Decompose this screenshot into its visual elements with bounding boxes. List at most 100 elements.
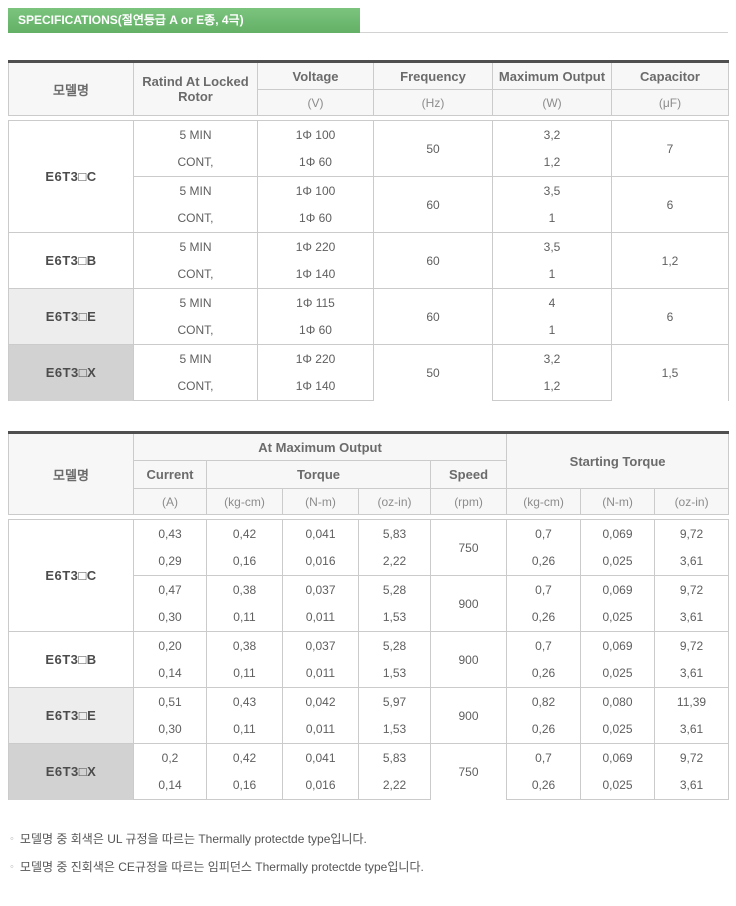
table-row: 모델명 At Maximum Output Starting Torque — [8, 432, 730, 515]
rating-cell: 5 MIN — [133, 232, 258, 261]
capacitor-cell: 1,2 — [611, 232, 729, 289]
rating-cell: CONT, — [133, 372, 258, 401]
current-cell: 0,47 — [133, 575, 207, 604]
table-row: E6T3□E 5 MIN 1Φ 115 60 4 6 — [8, 288, 729, 345]
performance-table-header: 모델명 At Maximum Output Starting Torque Cu… — [8, 431, 730, 515]
table-row: E6T3□E 0,51 0,43 0,042 5,97 900 0,82 0,0… — [8, 687, 729, 744]
footnotes: ◦ 모델명 중 회색은 UL 규정을 따르는 Thermally protect… — [8, 830, 728, 875]
table-row: (A) (kg-cm) (N-m) (oz-in) (rpm) (kg-cm) … — [9, 488, 730, 515]
torque-nm-cell: 0,011 — [282, 659, 359, 688]
col-header-speed: Speed — [429, 460, 508, 489]
current-cell: 0,20 — [133, 631, 207, 660]
voltage-cell: 1Φ 220 — [257, 232, 374, 261]
speed-cell: 750 — [430, 743, 507, 800]
st-kgcm-cell: 0,7 — [506, 519, 581, 548]
current-cell: 0,30 — [133, 715, 207, 744]
model-name-cell: E6T3□E — [8, 288, 134, 345]
table-row: CONT, 1Φ 140 1,2 — [9, 372, 729, 401]
col-header-current: Current — [133, 460, 207, 489]
st-kgcm-cell: 0,82 — [506, 687, 581, 716]
torque-kgcm-cell: 0,42 — [206, 519, 283, 548]
spec-table: 모델명 Ratind At Locked Rotor Voltage Frequ… — [8, 60, 729, 401]
torque-nm-cell: 0,016 — [282, 771, 359, 800]
frequency-cell: 60 — [373, 176, 493, 233]
st-ozin-cell: 3,61 — [654, 771, 729, 800]
rating-cell: 5 MIN — [133, 344, 258, 373]
table-row: E6T3□X 5 MIN 1Φ 220 50 3,2 1,5 — [8, 344, 729, 401]
table-row: E6T3□X 0,2 0,42 0,041 5,83 750 0,7 0,069… — [8, 743, 729, 800]
st-ozin-cell: 9,72 — [654, 631, 729, 660]
table-row: 5 MIN 1Φ 100 60 3,5 6 — [9, 176, 729, 233]
table-row: 0,30 0,11 0,011 1,53 0,26 0,025 3,61 — [9, 715, 729, 744]
col-unit-torque-nm: (N-m) — [282, 488, 359, 515]
header-body-separator — [8, 116, 728, 120]
col-unit-current: (A) — [133, 488, 207, 515]
st-ozin-cell: 9,72 — [654, 519, 729, 548]
output-cell: 1,2 — [492, 148, 612, 177]
torque-ozin-cell: 1,53 — [358, 715, 431, 744]
torque-kgcm-cell: 0,11 — [206, 659, 283, 688]
table-row: Current Torque Speed — [9, 460, 729, 489]
voltage-cell: 1Φ 140 — [257, 372, 374, 401]
footnote-line: ◦ 모델명 중 진회색은 CE규정을 따르는 임피던스 Thermally pr… — [8, 858, 728, 875]
st-nm-cell: 0,080 — [580, 687, 655, 716]
rating-cell: CONT, — [133, 204, 258, 233]
footnote-text: 모델명 중 진회색은 CE규정을 따르는 임피던스 Thermally prot… — [19, 860, 424, 874]
col-unit-capacitor: (μF) — [611, 89, 729, 116]
torque-nm-cell: 0,016 — [282, 547, 359, 576]
voltage-cell: 1Φ 60 — [257, 316, 374, 345]
col-unit-speed: (rpm) — [429, 488, 508, 515]
table-row: E6T3□C 5 MIN 1Φ 100 50 3,2 7 — [8, 120, 729, 233]
table-row: 0,29 0,16 0,016 2,22 0,26 0,025 3,61 — [9, 547, 729, 576]
torque-ozin-cell: 5,83 — [358, 743, 431, 772]
model-name-cell: E6T3□X — [8, 344, 134, 401]
model-name-cell: E6T3□E — [8, 687, 134, 744]
capacitor-cell: 7 — [611, 120, 729, 177]
output-cell: 1 — [492, 204, 612, 233]
col-header-torque: Torque — [206, 460, 431, 489]
frequency-cell: 60 — [373, 288, 493, 345]
col-unit-st-nm: (N-m) — [580, 488, 656, 515]
model-name-cell: E6T3□B — [8, 631, 134, 688]
voltage-cell: 1Φ 220 — [257, 344, 374, 373]
torque-nm-cell: 0,037 — [282, 575, 359, 604]
torque-kgcm-cell: 0,38 — [206, 575, 283, 604]
rating-cell: 5 MIN — [133, 120, 258, 149]
voltage-cell: 1Φ 115 — [257, 288, 374, 317]
table-row: 0,14 0,16 0,016 2,22 0,26 0,025 3,61 — [9, 771, 729, 800]
spec-table-body: E6T3□C 5 MIN 1Φ 100 50 3,2 7 CONT, 1Φ 60… — [8, 120, 729, 401]
frequency-cell: 60 — [373, 232, 493, 289]
torque-kgcm-cell: 0,11 — [206, 715, 283, 744]
table-row: CONT, 1Φ 60 1,2 — [9, 148, 729, 177]
st-kgcm-cell: 0,26 — [506, 771, 581, 800]
st-nm-cell: 0,025 — [580, 547, 655, 576]
torque-nm-cell: 0,037 — [282, 631, 359, 660]
st-ozin-cell: 3,61 — [654, 603, 729, 632]
performance-table-body: E6T3□C 0,43 0,42 0,041 5,83 750 0,7 0,06… — [8, 519, 729, 800]
rating-cell: CONT, — [133, 316, 258, 345]
st-nm-cell: 0,025 — [580, 771, 655, 800]
performance-table: 모델명 At Maximum Output Starting Torque Cu… — [8, 431, 730, 800]
title-row: SPECIFICATIONS(절연등급 A or E종, 4극) — [8, 8, 728, 33]
col-unit-torque-kgcm: (kg-cm) — [206, 488, 283, 515]
footnote-text: 모델명 중 회색은 UL 규정을 따르는 Thermally protectde… — [19, 832, 367, 846]
speed-cell: 900 — [430, 687, 507, 744]
torque-kgcm-cell: 0,43 — [206, 687, 283, 716]
col-unit-voltage: (V) — [257, 89, 374, 116]
col-header-rating: Ratind At Locked Rotor — [133, 61, 258, 116]
footnote-bullet-icon: ◦ — [10, 860, 14, 873]
torque-nm-cell: 0,011 — [282, 715, 359, 744]
capacitor-cell: 6 — [611, 176, 729, 233]
current-cell: 0,14 — [133, 659, 207, 688]
frequency-cell: 50 — [373, 344, 493, 401]
speed-cell: 900 — [430, 631, 507, 688]
col-header-model: 모델명 — [8, 61, 134, 116]
st-nm-cell: 0,069 — [580, 519, 655, 548]
col-unit-torque-ozin: (oz-in) — [358, 488, 431, 515]
rating-cell: CONT, — [133, 260, 258, 289]
st-kgcm-cell: 0,26 — [506, 715, 581, 744]
output-cell: 1 — [492, 260, 612, 289]
st-kgcm-cell: 0,7 — [506, 631, 581, 660]
table-row: E6T3□B 5 MIN 1Φ 220 60 3,5 1,2 — [8, 232, 729, 289]
capacitor-cell: 6 — [611, 288, 729, 345]
